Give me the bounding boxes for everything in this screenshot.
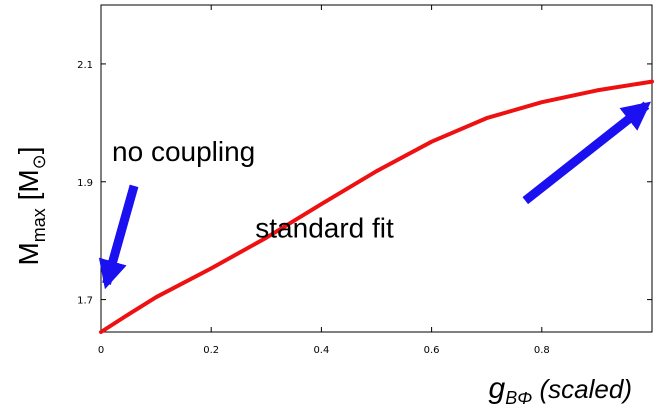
series-line-0 <box>99 79 654 334</box>
x-tick-label-3: 0.6 <box>424 345 440 356</box>
y-tick-label-2: 2.1 <box>77 60 93 71</box>
y-tick-label-1: 1.9 <box>77 178 93 189</box>
annotation-text-0: no coupling <box>112 136 255 167</box>
x-tick-label-2: 0.4 <box>313 345 329 356</box>
x-tick-label-0: 0 <box>98 345 104 356</box>
series-layer <box>99 79 654 334</box>
x-tick-label-4: 0.8 <box>534 345 550 356</box>
plot-frame <box>100 4 653 333</box>
y-axis-label: Mmax [M⊙] <box>13 146 49 265</box>
annotation-arrow-0 <box>98 184 139 290</box>
x-tick-label-1: 0.2 <box>203 345 219 356</box>
tick-labels: 0 0.2 0.4 0.6 0.8 1.7 1.9 2.1 <box>77 60 550 356</box>
annotation-text-1: standard fit <box>255 213 394 244</box>
annotations: no coupling standard fit <box>98 101 652 290</box>
x-axis-label: gBΦ (scaled) <box>489 372 632 408</box>
annotation-arrow-1 <box>522 101 652 205</box>
y-tick-label-0: 1.7 <box>77 296 93 307</box>
tick-marks <box>100 5 652 332</box>
